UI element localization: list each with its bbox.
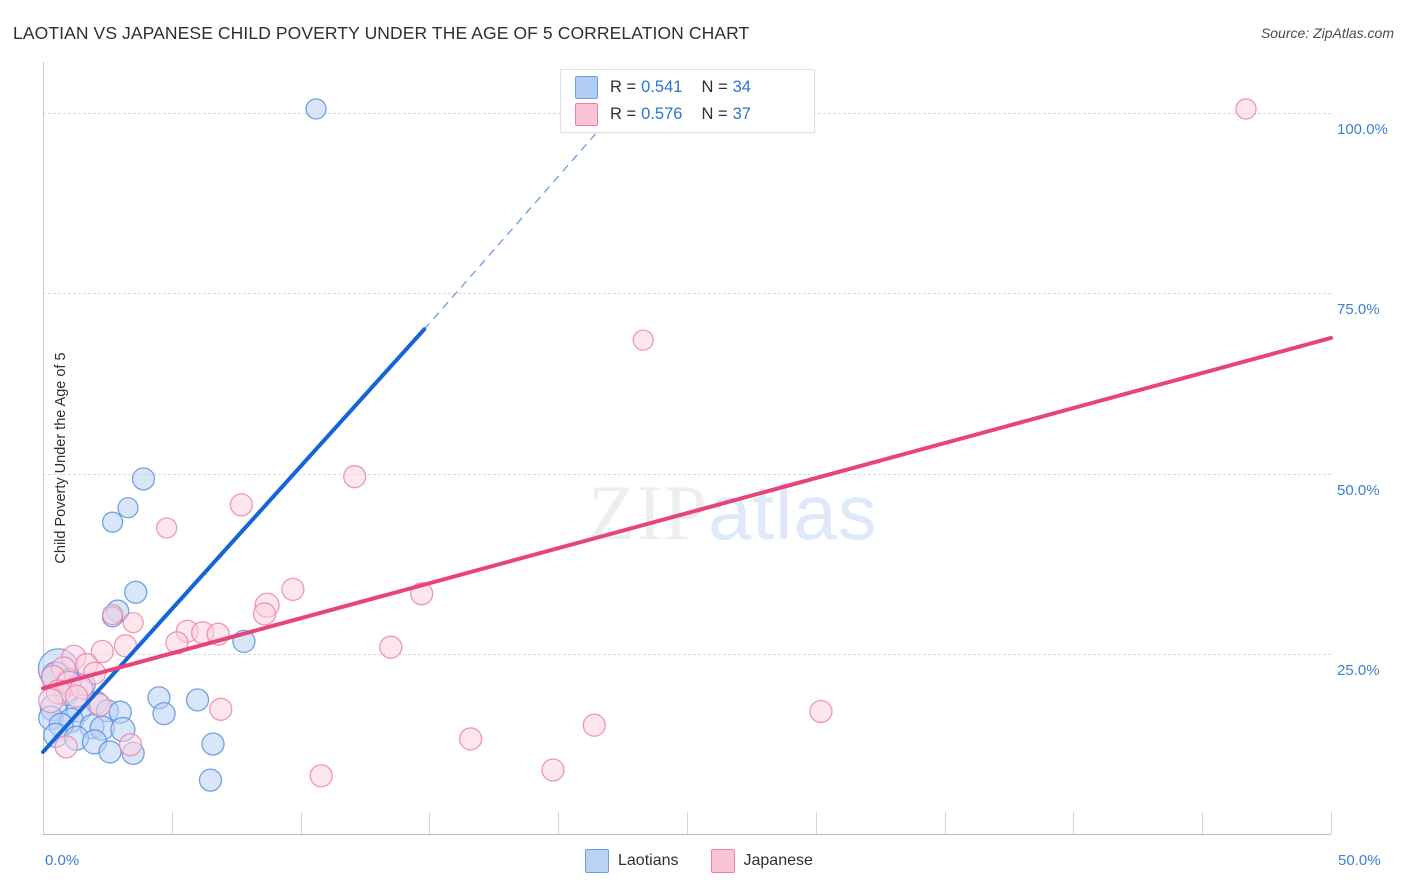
r-value: 0.576 (641, 105, 683, 123)
laotians-swatch-icon (575, 76, 598, 99)
data-point[interactable] (252, 602, 277, 626)
data-point[interactable] (632, 329, 654, 351)
data-point[interactable] (379, 635, 403, 659)
data-point[interactable] (198, 768, 223, 792)
data-point[interactable] (343, 465, 367, 489)
x-axis-max-label: 50.0% (1338, 852, 1381, 869)
series-japanese (38, 98, 1257, 788)
x-axis-tick (300, 812, 302, 834)
data-point[interactable] (305, 98, 327, 120)
laotians-legend-swatch-icon (585, 849, 609, 873)
data-point[interactable] (281, 577, 305, 602)
n-value: 37 (732, 105, 751, 123)
data-point[interactable] (1235, 98, 1257, 120)
data-point[interactable] (458, 727, 483, 751)
gridline (43, 473, 1331, 475)
x-axis-tick (429, 812, 431, 834)
legend-item-laotians[interactable]: Laotians (585, 849, 679, 873)
y-axis-tick-label: 75.0% (1337, 301, 1380, 319)
x-axis-tick (558, 812, 560, 834)
data-point[interactable] (90, 639, 114, 664)
data-point[interactable] (155, 517, 178, 539)
gridline (43, 654, 1331, 656)
y-axis-tick-label: 25.0% (1337, 662, 1380, 680)
legend-item-label: Japanese (743, 852, 813, 869)
x-axis-tick (1202, 812, 1204, 834)
x-axis-line (43, 834, 1331, 835)
data-point[interactable] (118, 733, 143, 757)
data-point[interactable] (101, 511, 124, 533)
data-point[interactable] (124, 580, 148, 604)
data-point[interactable] (88, 693, 112, 717)
x-axis-min-label: 0.0% (45, 852, 80, 869)
data-point[interactable] (64, 684, 89, 708)
stats-legend-row-laotians: R = 0.541 N = 34 (575, 74, 751, 101)
source-attribution: Source: ZipAtlas.com (1260, 25, 1394, 41)
stats-legend-row-japanese: R = 0.576 N = 37 (575, 101, 751, 128)
x-axis-tick (171, 812, 173, 834)
japanese-legend-swatch-icon (710, 849, 735, 873)
x-axis-tick (944, 812, 946, 834)
data-layer (37, 98, 1333, 792)
data-point[interactable] (309, 764, 333, 788)
japanese-swatch-icon (575, 103, 598, 126)
series-legend: Laotians Japanese (585, 849, 835, 873)
y-axis-tick-label: 100.0% (1337, 120, 1388, 138)
gridline (43, 293, 1331, 295)
x-axis-tick (1073, 812, 1075, 834)
data-point[interactable] (185, 688, 210, 712)
x-axis-tick (815, 812, 817, 834)
data-point[interactable] (201, 732, 225, 756)
r-value: 0.541 (641, 78, 683, 96)
data-point[interactable] (809, 699, 833, 724)
y-axis-line (43, 62, 44, 835)
data-point[interactable] (98, 740, 122, 764)
data-point[interactable] (117, 497, 139, 519)
data-point[interactable] (122, 611, 144, 634)
stats-legend: R = 0.541 N = 34 R = 0.576 N = 37 (560, 69, 815, 133)
x-axis-tick (687, 812, 688, 834)
data-point[interactable] (582, 713, 606, 737)
r-label: R = (610, 78, 637, 96)
data-point[interactable] (229, 493, 254, 517)
y-axis-tick-label: 50.0% (1337, 481, 1380, 499)
data-point[interactable] (101, 604, 124, 626)
plot-area: ZIPatlas 100.0% 75.0% 50.0% 25.0% Child Pov… (37, 62, 1388, 835)
n-label: N = (701, 105, 728, 123)
trend-line-extension-laotians (423, 108, 618, 330)
page-title: LAOTIAN VS JAPANESE CHILD POVERTY UNDER … (13, 23, 750, 43)
r-label: R = (610, 105, 637, 123)
data-point[interactable] (54, 735, 78, 759)
data-point[interactable] (131, 467, 156, 491)
trend-line-japanese (41, 335, 1333, 691)
data-point[interactable] (209, 697, 233, 721)
data-point[interactable] (541, 758, 565, 782)
data-point[interactable] (152, 701, 176, 726)
legend-item-japanese[interactable]: Japanese (710, 849, 813, 873)
n-label: N = (701, 78, 728, 96)
n-value: 34 (732, 78, 751, 96)
legend-item-label: Laotians (618, 852, 679, 869)
trend-line-laotians (41, 327, 427, 754)
data-point[interactable] (38, 687, 64, 714)
x-axis-tick (1331, 812, 1332, 834)
